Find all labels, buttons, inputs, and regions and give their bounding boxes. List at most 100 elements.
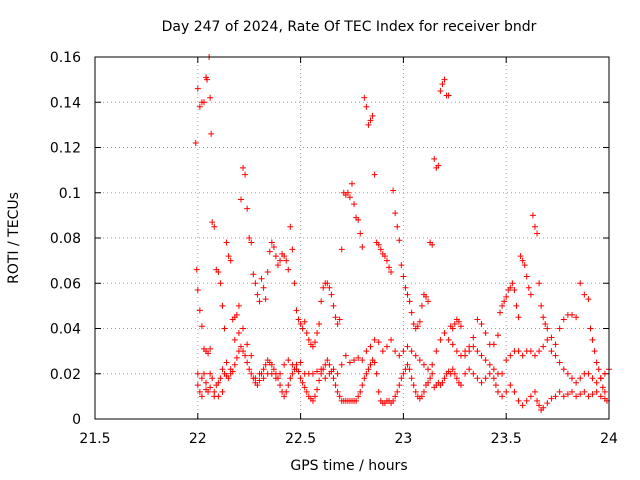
data-point <box>589 336 596 343</box>
data-point <box>285 266 292 273</box>
data-point <box>437 87 444 94</box>
data-point <box>457 382 464 389</box>
data-point <box>470 334 477 341</box>
data-point <box>355 354 362 361</box>
data-point <box>246 366 253 373</box>
data-point <box>427 375 434 382</box>
data-point <box>334 388 341 395</box>
data-point <box>318 298 325 305</box>
data-point <box>573 314 580 321</box>
x-tick-label: 24 <box>600 431 618 447</box>
data-point <box>211 223 218 230</box>
data-point <box>410 382 417 389</box>
data-point <box>379 348 386 355</box>
data-point <box>357 388 364 395</box>
data-point <box>589 375 596 382</box>
data-point <box>556 388 563 395</box>
data-point <box>355 393 362 400</box>
data-point <box>233 354 240 361</box>
y-axis-label: ROTI / TECUs <box>6 192 22 284</box>
data-point <box>320 284 327 291</box>
data-point <box>281 361 288 368</box>
data-point <box>497 309 504 316</box>
y-tick-label: 0.08 <box>50 231 81 247</box>
data-point <box>445 92 452 99</box>
data-point <box>324 280 331 287</box>
data-point <box>396 382 403 389</box>
data-point <box>503 293 510 300</box>
data-point <box>420 388 427 395</box>
x-tick-label: 22 <box>189 431 207 447</box>
data-point <box>252 280 259 287</box>
data-point <box>211 388 218 395</box>
data-point <box>322 375 329 382</box>
data-point <box>223 239 230 246</box>
data-point <box>556 359 563 366</box>
data-point <box>311 393 318 400</box>
data-point <box>198 323 205 330</box>
data-point <box>507 352 514 359</box>
data-point <box>552 393 559 400</box>
data-point <box>449 341 456 348</box>
data-point <box>390 187 397 194</box>
data-point <box>244 205 251 212</box>
data-point <box>509 280 516 287</box>
data-point <box>507 382 514 389</box>
data-point <box>523 273 530 280</box>
data-point <box>416 318 423 325</box>
data-point <box>527 393 534 400</box>
data-point <box>519 402 526 409</box>
data-point <box>194 382 201 389</box>
data-point <box>388 268 395 275</box>
data-point <box>568 388 575 395</box>
data-point <box>361 375 368 382</box>
data-point <box>293 366 300 373</box>
data-point <box>593 388 600 395</box>
data-point <box>336 393 343 400</box>
data-point <box>198 393 205 400</box>
data-point <box>490 341 497 348</box>
data-point <box>451 320 458 327</box>
data-point <box>268 370 275 377</box>
data-point <box>519 352 526 359</box>
data-point <box>219 366 226 373</box>
data-point <box>429 370 436 377</box>
data-point <box>478 320 485 327</box>
data-point <box>486 361 493 368</box>
data-point <box>406 298 413 305</box>
data-point <box>289 246 296 253</box>
data-point <box>193 266 200 273</box>
data-point <box>593 359 600 366</box>
data-point <box>437 336 444 343</box>
data-point <box>462 370 469 377</box>
data-point <box>560 316 567 323</box>
data-point <box>207 94 214 101</box>
y-tick-label: 0.1 <box>59 186 81 202</box>
data-point <box>297 359 304 366</box>
data-point <box>369 112 376 119</box>
data-point <box>316 320 323 327</box>
data-point <box>330 375 337 382</box>
data-point <box>423 293 430 300</box>
data-point <box>540 343 547 350</box>
data-point <box>209 219 216 226</box>
data-point <box>503 357 510 364</box>
data-point <box>453 375 460 382</box>
data-point <box>309 343 316 350</box>
data-point <box>225 253 232 260</box>
data-point <box>258 275 265 282</box>
data-point <box>441 76 448 83</box>
data-point <box>455 318 462 325</box>
data-point <box>507 284 514 291</box>
data-point <box>513 302 520 309</box>
data-point <box>287 375 294 382</box>
data-point <box>499 370 506 377</box>
data-point <box>517 253 524 260</box>
data-point <box>346 359 353 366</box>
data-point <box>363 370 370 377</box>
data-point <box>400 370 407 377</box>
y-tick-label: 0 <box>72 412 81 428</box>
data-point <box>217 280 224 287</box>
data-point <box>585 296 592 303</box>
